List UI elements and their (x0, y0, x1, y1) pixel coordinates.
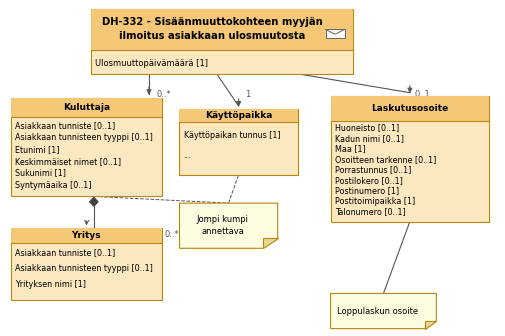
Text: Yritys: Yritys (72, 231, 101, 240)
Bar (326, 30, 344, 38)
Text: Jompi kumpi
annettava: Jompi kumpi annettava (196, 215, 248, 237)
Text: Sukunimi [1]: Sukunimi [1] (15, 169, 66, 178)
Polygon shape (90, 198, 98, 206)
Bar (179, 110, 298, 123)
Text: Asiakkaan tunnisteen tyyppi [0..1]: Asiakkaan tunnisteen tyyppi [0..1] (15, 264, 153, 274)
Text: Osoitteen tarkenne [0..1]: Osoitteen tarkenne [0..1] (335, 155, 436, 164)
Bar (91, 9, 353, 74)
Text: Ulosmuuttopäivämäärä [1]: Ulosmuuttopäivämäärä [1] (95, 59, 209, 68)
Bar (11, 98, 162, 197)
Text: Asiakkaan tunniste [0..1]: Asiakkaan tunniste [0..1] (15, 121, 115, 130)
Text: Syntymäaika [0..1]: Syntymäaika [0..1] (15, 180, 91, 190)
Polygon shape (263, 238, 278, 248)
Polygon shape (179, 203, 278, 248)
Polygon shape (425, 321, 436, 329)
Bar (331, 96, 489, 221)
Text: Etunimi [1]: Etunimi [1] (15, 145, 59, 154)
Text: 1: 1 (245, 90, 250, 99)
Text: Asiakkaan tunnisteen tyyppi [0..1]: Asiakkaan tunnisteen tyyppi [0..1] (15, 133, 153, 142)
Text: Loppulaskun osoite: Loppulaskun osoite (336, 306, 418, 316)
Text: Kadun nimi [0..1]: Kadun nimi [0..1] (335, 134, 403, 143)
Text: Käyttöpaikan tunnus [1]: Käyttöpaikan tunnus [1] (183, 131, 280, 140)
Text: Postinumero [1]: Postinumero [1] (335, 186, 399, 195)
Text: DH-332 - Sisäänmuuttokohteen myyjän
ilmoitus asiakkaan ulosmuutosta: DH-332 - Sisäänmuuttokohteen myyjän ilmo… (102, 17, 323, 41)
Text: Huoneisto [0..1]: Huoneisto [0..1] (335, 123, 399, 132)
Bar (91, 9, 353, 49)
Text: Postitoimipaikka [1]: Postitoimipaikka [1] (335, 197, 415, 206)
Text: 0..1: 0..1 (415, 90, 431, 99)
Text: Yrityksen nimi [1]: Yrityksen nimi [1] (15, 281, 86, 290)
Bar (331, 96, 489, 121)
Text: 0..*: 0..* (157, 90, 171, 99)
Text: Asiakkaan tunniste [0..1]: Asiakkaan tunniste [0..1] (15, 249, 115, 257)
Text: Postilokero [0..1]: Postilokero [0..1] (335, 176, 402, 185)
Text: ...: ... (183, 151, 191, 160)
Polygon shape (331, 293, 436, 329)
Text: Kuluttaja: Kuluttaja (63, 103, 110, 112)
Text: Maa [1]: Maa [1] (335, 144, 365, 153)
Bar (11, 228, 162, 243)
Text: Porrastunnus [0..1]: Porrastunnus [0..1] (335, 165, 411, 174)
Bar (11, 98, 162, 118)
Bar (11, 228, 162, 300)
Text: Keskimmäiset nimet [0..1]: Keskimmäiset nimet [0..1] (15, 157, 121, 166)
Text: Laskutusosoite: Laskutusosoite (371, 104, 448, 113)
Text: Talonumero [0..1]: Talonumero [0..1] (335, 207, 406, 216)
Text: Käyttöpaikka: Käyttöpaikka (205, 112, 272, 121)
Text: 0..*: 0..* (164, 230, 179, 240)
Bar (179, 110, 298, 175)
